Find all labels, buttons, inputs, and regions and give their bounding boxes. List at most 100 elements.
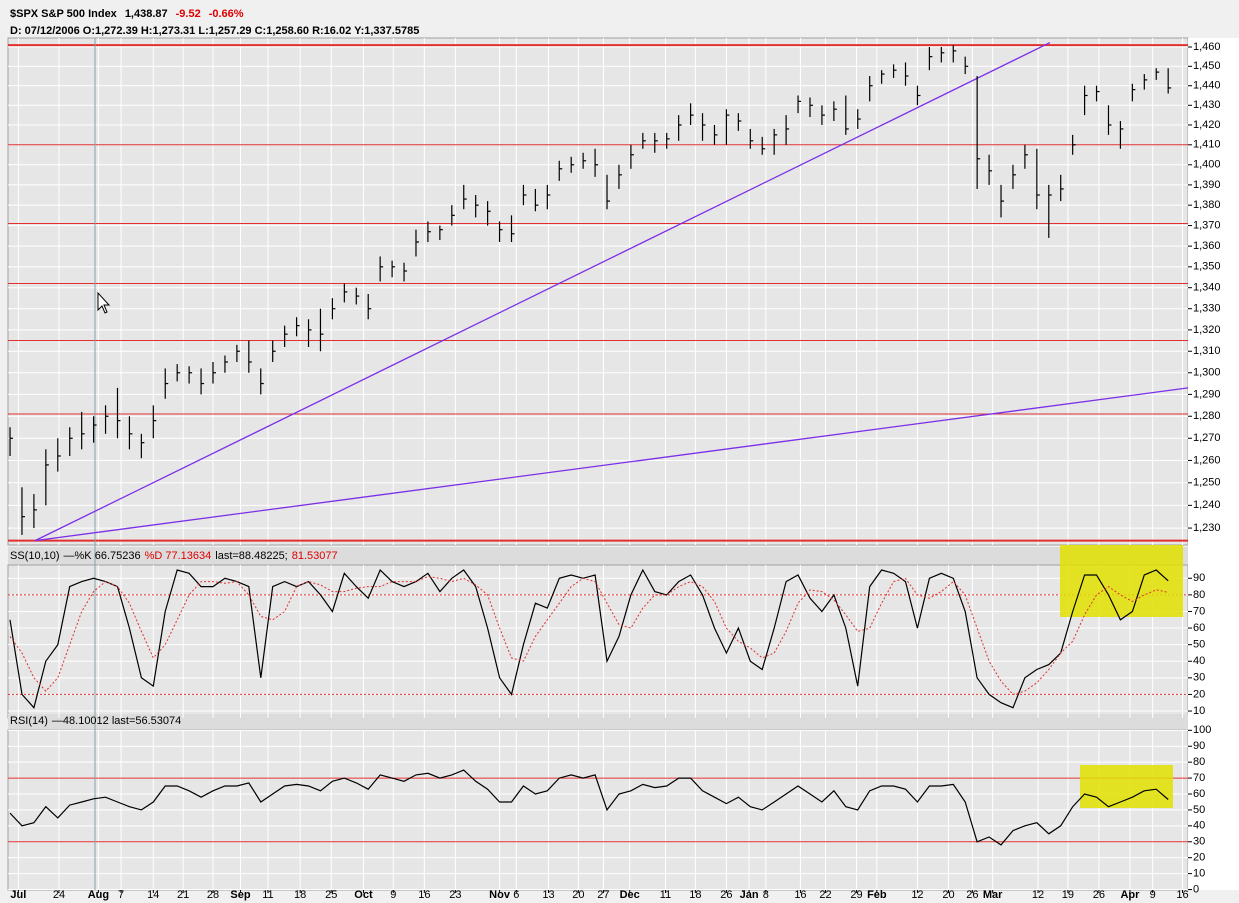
x-tick-label: Dec bbox=[620, 889, 640, 901]
x-tick-label: 28 bbox=[207, 889, 219, 901]
y-tick-label: 1,300 bbox=[1193, 367, 1221, 379]
x-tick-label: 16 bbox=[1176, 889, 1188, 901]
y-tick-label: 80 bbox=[1193, 589, 1205, 601]
label-part: last=88.48225; bbox=[215, 550, 287, 562]
y-tick-label: 1,430 bbox=[1193, 99, 1221, 111]
y-tick-label: 1,290 bbox=[1193, 388, 1221, 400]
x-tick-label: 14 bbox=[147, 889, 159, 901]
x-tick-label: 26 bbox=[720, 889, 732, 901]
x-tick-label: Nov bbox=[489, 889, 511, 901]
axis-area bbox=[1188, 38, 1239, 890]
x-tick-label: 22 bbox=[819, 889, 831, 901]
x-tick-label: 27 bbox=[597, 889, 609, 901]
x-tick-label: Jul bbox=[10, 889, 26, 901]
y-tick-label: 1,340 bbox=[1193, 282, 1221, 294]
label-part: 81.53077 bbox=[292, 550, 338, 562]
x-tick-label: 29 bbox=[850, 889, 862, 901]
x-tick-label: 23 bbox=[449, 889, 461, 901]
grid bbox=[8, 38, 1192, 891]
y-tick-label: 1,460 bbox=[1193, 41, 1221, 53]
y-tick-label: 30 bbox=[1193, 672, 1205, 684]
x-tick-label: 9 bbox=[390, 889, 396, 901]
x-tick-label: 20 bbox=[942, 889, 954, 901]
y-tick-label: 1,260 bbox=[1193, 454, 1221, 466]
y-tick-label: 1,320 bbox=[1193, 324, 1221, 336]
title-part: $SPX S&P 500 Index bbox=[10, 8, 118, 20]
x-tick-label: Jan bbox=[740, 889, 759, 901]
y-tick-label: 1,270 bbox=[1193, 432, 1221, 444]
x-tick-label: 18 bbox=[294, 889, 306, 901]
x-tick-label: 11 bbox=[262, 889, 273, 901]
x-tick-label: 26 bbox=[1093, 889, 1105, 901]
x-tick-label: Sep bbox=[230, 889, 250, 901]
x-tick-label: 25 bbox=[325, 889, 337, 901]
x-tick-label: 8 bbox=[763, 889, 769, 901]
y-tick-label: 10 bbox=[1193, 705, 1205, 717]
highlight-box bbox=[1060, 545, 1183, 617]
y-tick-label: 60 bbox=[1193, 788, 1205, 800]
x-tick-label: Oct bbox=[354, 889, 373, 901]
y-tick-label: 60 bbox=[1193, 622, 1205, 634]
y-tick-label: 1,410 bbox=[1193, 139, 1221, 151]
x-tick-label: 12 bbox=[1032, 889, 1044, 901]
highlights bbox=[1060, 545, 1183, 808]
x-tick-label: 18 bbox=[689, 889, 701, 901]
y-tick-label: 1,280 bbox=[1193, 410, 1221, 422]
x-tick-label: 13 bbox=[542, 889, 554, 901]
x-tick-label: 12 bbox=[911, 889, 923, 901]
data bbox=[9, 42, 1189, 846]
y-tick-label: 30 bbox=[1193, 836, 1205, 848]
y-tick-label: 40 bbox=[1193, 820, 1205, 832]
y-tick-label: 1,360 bbox=[1193, 240, 1221, 252]
title-part: 1,438.87 bbox=[125, 8, 168, 20]
y-tick-label: 50 bbox=[1193, 639, 1205, 651]
x-tick-label: 7 bbox=[118, 889, 124, 901]
y-tick-label: 1,230 bbox=[1193, 522, 1221, 534]
label-part: —48.10012 last=56.53074 bbox=[52, 715, 181, 727]
y-tick-label: 70 bbox=[1193, 605, 1205, 617]
y-tick-label: 1,440 bbox=[1193, 80, 1221, 92]
panel-label: RSI(14) —48.10012 last=56.53074 bbox=[10, 715, 181, 727]
x-tick-label: 19 bbox=[1062, 889, 1074, 901]
x-tick-label: 9 bbox=[1150, 889, 1156, 901]
x-tick-label: 20 bbox=[572, 889, 584, 901]
y-tick-label: 1,240 bbox=[1193, 499, 1221, 511]
y-tick-label: 40 bbox=[1193, 655, 1205, 667]
y-tick-label: 10 bbox=[1193, 868, 1205, 880]
rsi-label-strip bbox=[8, 714, 1188, 730]
x-tick-label: Apr bbox=[1120, 889, 1140, 901]
y-tick-label: 1,330 bbox=[1193, 303, 1221, 315]
y-tick-label: 1,390 bbox=[1193, 179, 1221, 191]
x-tick-label: Mar bbox=[983, 889, 1003, 901]
label-part: %D 77.13634 bbox=[145, 550, 212, 562]
label-part: RSI(14) bbox=[10, 715, 48, 727]
x-tick-label: 21 bbox=[177, 889, 189, 901]
y-tick-label: 1,250 bbox=[1193, 477, 1221, 489]
stoch-label-strip bbox=[8, 547, 1188, 565]
y-tick-label: 20 bbox=[1193, 688, 1205, 700]
y-tick-label: 90 bbox=[1193, 572, 1205, 584]
y-tick-label: 1,310 bbox=[1193, 345, 1221, 357]
mouse-cursor bbox=[97, 291, 111, 314]
title-part: -9.52 bbox=[176, 8, 201, 20]
y-tick-label: 1,350 bbox=[1193, 261, 1221, 273]
trendline bbox=[34, 42, 1051, 542]
x-tick-label: 24 bbox=[53, 889, 65, 901]
series-line bbox=[9, 568, 1169, 709]
x-tick-label: 6 bbox=[513, 889, 519, 901]
y-tick-label: 1,420 bbox=[1193, 119, 1221, 131]
label-part: SS(10,10) bbox=[10, 550, 60, 562]
x-tick-label: Aug bbox=[88, 889, 109, 901]
chart-title: $SPX S&P 500 Index 1,438.87 -9.52 -0.66% bbox=[10, 8, 244, 20]
labels: 1,230 1,240 1,250 1,260 1,270 1,280 1,290 1,300… bbox=[10, 8, 1221, 901]
y-tick-label: 20 bbox=[1193, 852, 1205, 864]
price-panel bbox=[7, 37, 1189, 546]
chart-subtitle: D: 07/12/2006 O:1,272.39 H:1,273.31 L:1,… bbox=[10, 25, 419, 37]
y-tick-label: 50 bbox=[1193, 804, 1205, 816]
x-tick-label: 16 bbox=[418, 889, 430, 901]
y-tick-label: 1,450 bbox=[1193, 60, 1221, 72]
series-line bbox=[9, 769, 1169, 846]
y-tick-label: 80 bbox=[1193, 756, 1205, 768]
series-line bbox=[9, 576, 1169, 695]
